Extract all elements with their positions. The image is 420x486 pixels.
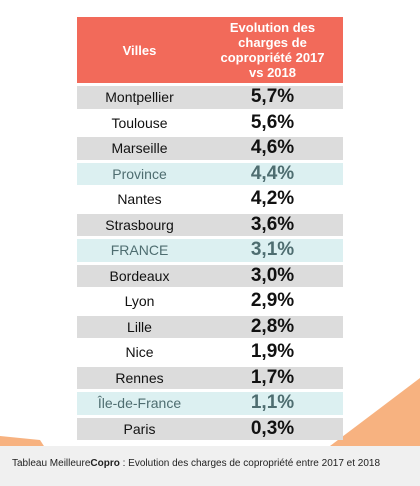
charges-table: Villes Evolution des charges de copropri… (77, 14, 343, 443)
table-caption: Tableau MeilleureCopro : Evolution des c… (12, 458, 410, 469)
table-row: Marseille 4,6% (77, 137, 343, 160)
table-row: Nice 1,9% (77, 341, 343, 364)
value-cell: 1,7% (202, 366, 343, 389)
city-cell: Bordeaux (77, 264, 202, 287)
city-cell: Marseille (77, 137, 202, 160)
table-row: Île-de-France 1,1% (77, 392, 343, 415)
city-cell: Rennes (77, 366, 202, 389)
city-cell: Toulouse (77, 111, 202, 134)
table-row: Province 4,4% (77, 162, 343, 185)
caption-prefix: Tableau Meilleure (12, 458, 91, 469)
header-evolution-line1: Evolution des charges de (229, 20, 316, 50)
city-cell: Île-de-France (77, 392, 202, 415)
value-cell: 5,7% (202, 86, 343, 109)
header-evolution-line2: copropriété 2017 (220, 50, 325, 65)
value-cell: 3,6% (202, 213, 343, 236)
table-row: Bordeaux 3,0% (77, 264, 343, 287)
value-cell: 3,0% (202, 264, 343, 287)
value-cell: 2,9% (202, 290, 343, 313)
table-row: Strasbourg 3,6% (77, 213, 343, 236)
table-row: Lyon 2,9% (77, 290, 343, 313)
table-row: FRANCE 3,1% (77, 239, 343, 262)
table-body: Montpellier 5,7% Toulouse 5,6% Marseille 4,6%… (77, 86, 343, 440)
table-row: Toulouse 5,6% (77, 111, 343, 134)
value-cell: 1,1% (202, 392, 343, 415)
value-cell: 4,4% (202, 162, 343, 185)
value-cell: 2,8% (202, 315, 343, 338)
value-cell: 0,3% (202, 417, 343, 440)
city-cell: Strasbourg (77, 213, 202, 236)
city-cell: Nice (77, 341, 202, 364)
city-cell: Province (77, 162, 202, 185)
value-cell: 4,2% (202, 188, 343, 211)
value-cell: 5,6% (202, 111, 343, 134)
header-evolution: Evolution des charges de copropriété 201… (202, 17, 343, 83)
city-cell: Montpellier (77, 86, 202, 109)
city-cell: Nantes (77, 188, 202, 211)
value-cell: 4,6% (202, 137, 343, 160)
city-cell: Lyon (77, 290, 202, 313)
table-header-row: Villes Evolution des charges de copropri… (77, 17, 343, 83)
city-cell: FRANCE (77, 239, 202, 262)
city-cell: Paris (77, 417, 202, 440)
caption-text: : Evolution des charges de copropriété e… (119, 458, 381, 469)
city-cell: Lille (77, 315, 202, 338)
caption-brand: Copro (90, 458, 120, 469)
charges-table-wrapper: Villes Evolution des charges de copropri… (77, 14, 343, 443)
value-cell: 1,9% (202, 341, 343, 364)
table-row: Montpellier 5,7% (77, 86, 343, 109)
header-villes: Villes (77, 17, 202, 83)
table-row: Nantes 4,2% (77, 188, 343, 211)
value-cell: 3,1% (202, 239, 343, 262)
table-row: Lille 2,8% (77, 315, 343, 338)
header-evolution-line3: vs 2018 (249, 65, 296, 80)
table-row: Paris 0,3% (77, 417, 343, 440)
caption-band (0, 446, 420, 486)
table-row: Rennes 1,7% (77, 366, 343, 389)
